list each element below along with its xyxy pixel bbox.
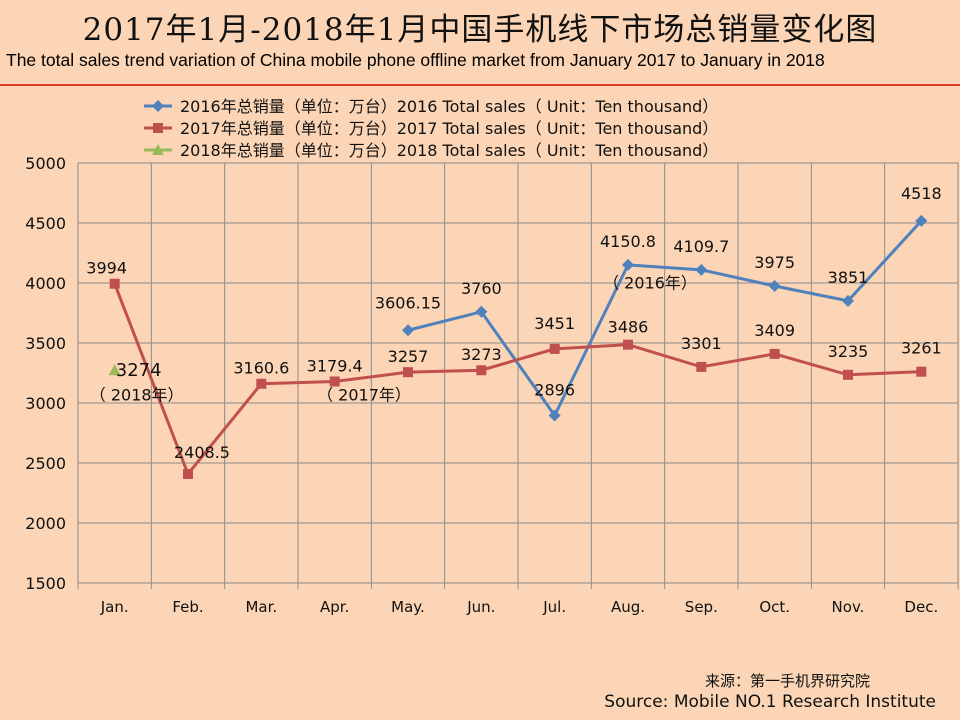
series-annotation: （ 2016年） [603, 273, 697, 292]
data-label: 3160.6 [233, 359, 289, 378]
data-label: 3994 [86, 259, 127, 278]
x-tick-label: Feb. [172, 598, 203, 616]
x-tick-label: Mar. [245, 598, 277, 616]
data-labels: 3606.15 3760 2896 4150.8 4109.7 3975 3851 4518 3… [86, 184, 941, 462]
point-marker [109, 278, 120, 289]
data-label: 2408.5 [174, 443, 230, 462]
data-label: 3451 [534, 314, 575, 333]
source-label-cn: 来源：第一手机界研究院 [704, 672, 870, 690]
point-marker [329, 376, 340, 387]
series-annotation: （ 2017年） [317, 386, 411, 405]
x-tick-label: Jan. [100, 598, 129, 616]
series-annotation: （ 2018年） [90, 386, 184, 405]
y-tick-label: 5000 [25, 154, 66, 173]
data-label: 4518 [901, 184, 942, 203]
data-label: 3486 [608, 318, 649, 337]
y-tick-label: 1500 [25, 574, 66, 593]
y-tick-label: 2500 [25, 454, 66, 473]
axes: 1500 2000 2500 3000 3500 4000 4500 5000 Jan. Feb.… [25, 154, 959, 616]
point-marker [548, 409, 561, 422]
legend-entry: 2017年总销量（单位：万台）2017 Total sales（ Unit：Te… [180, 119, 718, 138]
data-label: 4150.8 [600, 232, 656, 251]
point-marker [256, 378, 267, 389]
point-marker [623, 339, 633, 350]
point-marker [842, 294, 854, 307]
point-marker [402, 324, 414, 337]
data-label: 3851 [828, 268, 869, 287]
x-tick-label: Jul. [542, 598, 566, 616]
point-marker [153, 123, 163, 133]
point-marker [769, 348, 780, 359]
chart-title-cn: 2017年1月-2018年1月中国手机线下市场总销量变化图 [82, 12, 878, 48]
x-tick-label: Oct. [759, 598, 790, 616]
data-label: 3273 [461, 345, 502, 364]
legend: 2016年总销量（单位：万台）2016 Total sales（ Unit：Te… [144, 97, 718, 160]
point-marker [696, 361, 707, 372]
x-tick-label: Dec. [904, 598, 938, 616]
point-marker [843, 369, 853, 380]
gridlines [77, 162, 959, 584]
source-label-en: Source: Mobile NO.1 Research Institute [604, 692, 936, 712]
legend-entry: 2018年总销量（单位：万台）2018 Total sales（ Unit：Te… [180, 141, 718, 160]
point-marker [183, 468, 193, 479]
data-label: 3179.4 [307, 356, 363, 375]
data-label: 3975 [754, 253, 795, 272]
data-label: 3235 [828, 342, 869, 361]
data-label: 3606.15 [375, 293, 441, 312]
point-marker [622, 258, 634, 271]
point-marker [475, 305, 488, 318]
y-tick-label: 4500 [25, 214, 66, 233]
point-marker [152, 144, 164, 155]
title-divider [0, 84, 960, 86]
data-label: 4109.7 [673, 237, 729, 256]
x-tick-label: Nov. [832, 598, 865, 616]
x-tick-label: Jun. [466, 598, 495, 616]
data-label: 3409 [754, 321, 795, 340]
x-tick-label: Aug. [611, 598, 645, 616]
data-label: 3760 [461, 279, 502, 298]
data-label: 3274 [116, 360, 162, 381]
data-label: 2896 [534, 380, 575, 399]
point-marker [152, 100, 164, 112]
point-marker [916, 366, 927, 377]
y-tick-label: 4000 [25, 274, 66, 293]
point-marker [549, 343, 560, 354]
point-marker [403, 367, 413, 378]
data-label: 3261 [901, 339, 942, 358]
x-tick-label: May. [391, 598, 425, 616]
point-marker [476, 365, 487, 376]
point-marker [695, 263, 708, 276]
x-tick-label: Apr. [320, 598, 349, 616]
point-marker [108, 364, 121, 376]
data-label: 3257 [388, 347, 429, 366]
series-line [407, 219, 923, 419]
point-marker [768, 280, 781, 292]
chart-title-en: The total sales trend variation of China… [6, 50, 825, 70]
data-label: 3301 [681, 334, 722, 353]
point-marker [915, 214, 928, 227]
series-line [113, 283, 922, 477]
y-tick-label: 3000 [25, 394, 66, 413]
y-tick-label: 2000 [25, 514, 66, 533]
x-tick-label: Sep. [685, 598, 718, 616]
legend-entry: 2016年总销量（单位：万台）2016 Total sales（ Unit：Te… [180, 97, 718, 116]
series-lines [108, 214, 928, 479]
y-tick-label: 3500 [25, 334, 66, 353]
